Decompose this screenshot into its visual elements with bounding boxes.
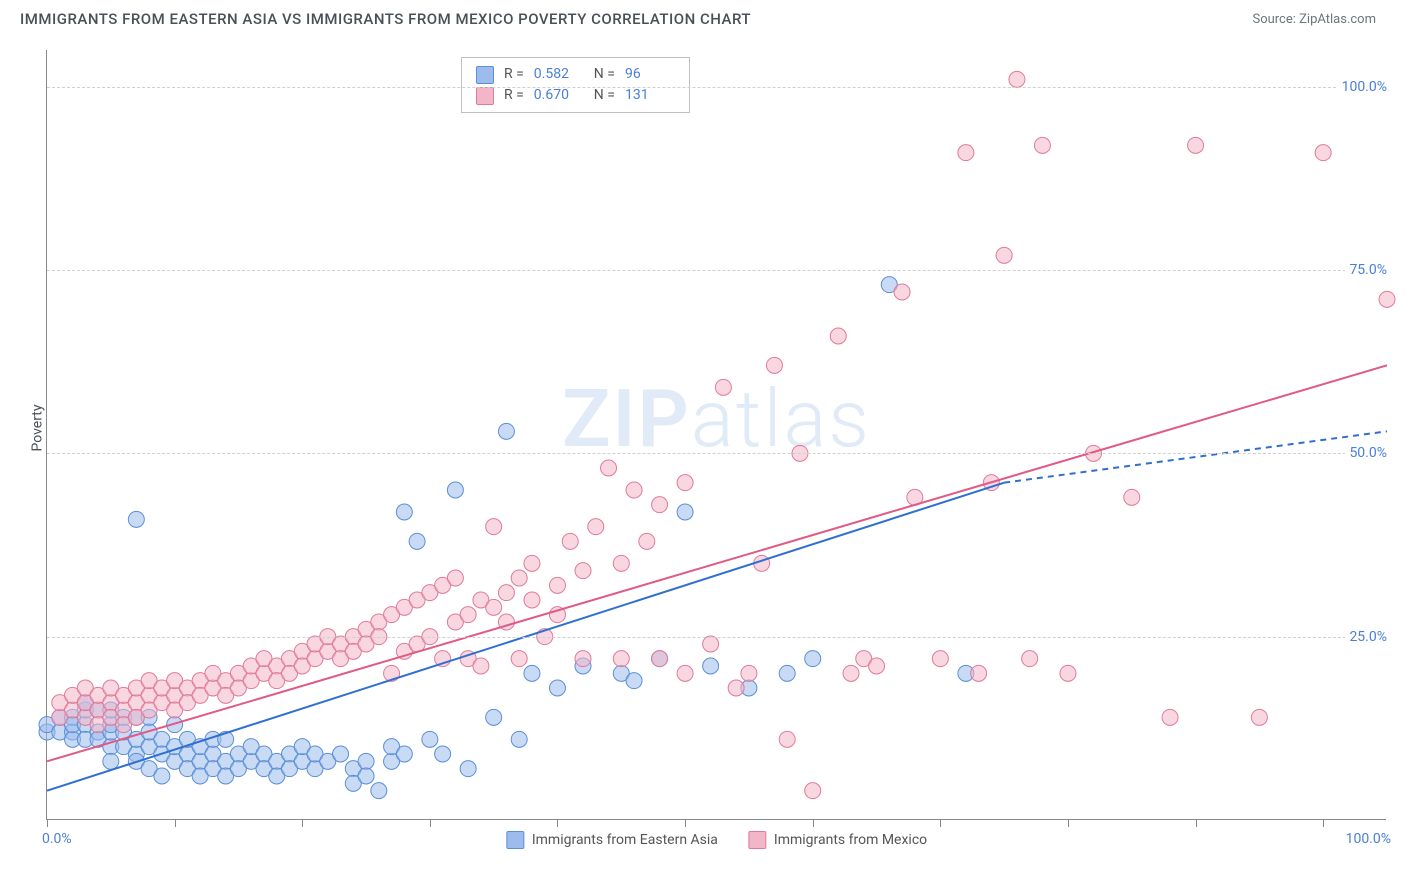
gridline: [47, 453, 1386, 454]
x-tick: [430, 819, 431, 827]
y-tick-label: 100.0%: [1338, 79, 1391, 95]
legend-item-series-a: Immigrants from Eastern Asia: [506, 831, 718, 849]
legend-swatch-a: [506, 831, 524, 849]
stats-row-series-a: R = 0.582 N = 96: [476, 64, 675, 85]
stats-row-series-b: R = 0.670 N = 131: [476, 85, 675, 106]
x-axis-max-label: 100.0%: [1346, 831, 1391, 847]
gridline: [47, 270, 1386, 271]
x-tick: [1068, 819, 1069, 827]
swatch-series-a: [476, 66, 494, 84]
legend-item-series-b: Immigrants from Mexico: [748, 831, 927, 849]
gridline: [47, 87, 1386, 88]
x-tick: [557, 819, 558, 827]
legend-swatch-b: [748, 831, 766, 849]
y-axis-label: Poverty: [30, 404, 46, 451]
x-axis-min-label: 0.0%: [42, 831, 72, 847]
swatch-series-b: [476, 87, 494, 105]
scatter-plot: ZIPatlas R = 0.582 N = 96 R = 0.670 N = …: [46, 50, 1386, 820]
x-tick: [685, 819, 686, 827]
plot-svg: [47, 50, 1386, 819]
x-tick: [1196, 819, 1197, 827]
x-tick: [813, 819, 814, 827]
x-tick: [47, 819, 48, 827]
x-tick: [1323, 819, 1324, 827]
chart-title: IMMIGRANTS FROM EASTERN ASIA VS IMMIGRAN…: [20, 10, 751, 28]
legend-label-a: Immigrants from Eastern Asia: [532, 832, 718, 848]
legend: Immigrants from Eastern Asia Immigrants …: [506, 831, 927, 849]
x-tick: [175, 819, 176, 827]
stats-box: R = 0.582 N = 96 R = 0.670 N = 131: [461, 57, 690, 113]
gridline: [47, 637, 1386, 638]
y-tick-label: 25.0%: [1345, 629, 1391, 645]
x-tick: [940, 819, 941, 827]
legend-label-b: Immigrants from Mexico: [774, 832, 927, 848]
y-tick-label: 50.0%: [1345, 445, 1391, 461]
y-tick-label: 75.0%: [1345, 262, 1391, 278]
source-attribution: Source: ZipAtlas.com: [1252, 12, 1376, 27]
x-tick: [302, 819, 303, 827]
